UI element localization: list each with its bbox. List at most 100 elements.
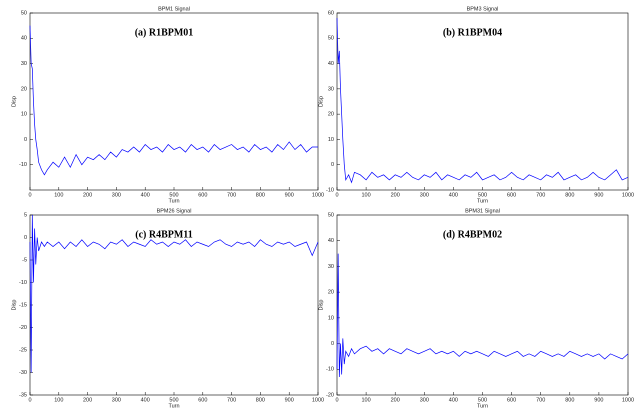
x-tick-label: 900: [594, 192, 603, 198]
x-tick-label: 700: [227, 397, 236, 403]
x-tick-label: 800: [565, 397, 574, 403]
axes-frame: [336, 214, 629, 396]
y-tick-label: -25: [19, 347, 27, 353]
y-axis-label: Disp: [11, 299, 17, 310]
x-tick-label: 1000: [622, 397, 634, 403]
signal-line: [336, 253, 629, 378]
x-tick-label: 400: [141, 192, 150, 198]
y-tick-label: 0: [331, 341, 334, 347]
y-tick-label: 5: [24, 212, 27, 218]
x-tick-label: 700: [536, 397, 545, 403]
x-tick-label: 600: [507, 397, 516, 403]
y-tick-label: 10: [328, 137, 334, 143]
x-tick-label: 300: [112, 397, 121, 403]
y-tick-label: 10: [21, 112, 27, 118]
y-tick-label: 20: [21, 86, 27, 92]
y-tick-label: -30: [19, 370, 27, 376]
y-tick-label: 20: [328, 112, 334, 118]
panel-annotation: (b) R1BPM04: [443, 27, 502, 38]
y-tick-label: -10: [19, 162, 27, 168]
x-tick-label: 200: [391, 397, 400, 403]
panel-annotation: (d) R4BPM02: [443, 229, 502, 240]
y-tick-label: 40: [328, 238, 334, 244]
x-tick-label: 600: [198, 397, 207, 403]
x-tick-label: 100: [362, 192, 371, 198]
panel-annotation: (a) R1BPM01: [135, 27, 194, 38]
axes-frame: [29, 214, 319, 396]
x-tick-label: 900: [285, 397, 294, 403]
panel-title: BPM31 Signal: [465, 208, 500, 214]
x-tick-label: 100: [54, 192, 63, 198]
x-tick-label: 800: [256, 397, 265, 403]
y-tick-label: -20: [326, 392, 334, 398]
y-tick-label: 10: [328, 315, 334, 321]
x-tick-label: 600: [507, 192, 516, 198]
x-tick-label: 800: [256, 192, 265, 198]
y-tick-label: 0: [24, 137, 27, 143]
x-tick-label: 500: [478, 192, 487, 198]
x-tick-label: 1000: [622, 192, 634, 198]
x-tick-label: 100: [54, 397, 63, 403]
signal-line: [29, 25, 318, 176]
x-tick-label: 1000: [312, 192, 324, 198]
y-axis-label: Disp: [318, 299, 324, 310]
x-tick-label: 500: [478, 397, 487, 403]
y-axis-label: Disp: [11, 96, 17, 107]
x-tick-label: 500: [169, 192, 178, 198]
x-tick-label: 900: [285, 192, 294, 198]
y-tick-label: 40: [21, 36, 27, 42]
axes-frame: [336, 12, 629, 191]
y-tick-label: -10: [326, 187, 334, 193]
panel-title: BPM3 Signal: [467, 6, 499, 12]
y-tick-label: 50: [328, 36, 334, 42]
y-tick-label: 0: [331, 162, 334, 168]
x-axis-label: Turn: [168, 198, 179, 204]
x-tick-label: 300: [420, 397, 429, 403]
y-tick-label: 0: [24, 235, 27, 241]
y-tick-label: -10: [19, 280, 27, 286]
y-tick-label: 50: [21, 10, 27, 16]
x-tick-label: 700: [227, 192, 236, 198]
x-tick-label: 800: [565, 192, 574, 198]
y-tick-label: -35: [19, 392, 27, 398]
x-tick-label: 400: [449, 192, 458, 198]
x-tick-label: 100: [362, 397, 371, 403]
x-tick-label: 1000: [312, 397, 324, 403]
x-tick-label: 0: [28, 397, 31, 403]
x-tick-label: 0: [335, 192, 338, 198]
signal-line: [336, 18, 629, 184]
y-tick-label: 50: [328, 212, 334, 218]
x-tick-label: 700: [536, 192, 545, 198]
y-tick-label: 40: [328, 61, 334, 67]
y-tick-label: -5: [22, 257, 27, 263]
axes-frame: [29, 12, 319, 191]
signal-line: [29, 214, 319, 373]
x-axis-label: Turn: [477, 403, 488, 408]
x-tick-label: 0: [335, 397, 338, 403]
x-tick-label: 400: [449, 397, 458, 403]
x-axis-label: Turn: [168, 403, 179, 408]
x-axis-label: Turn: [477, 198, 488, 204]
x-tick-label: 900: [594, 397, 603, 403]
y-axis-label: Disp: [318, 96, 324, 107]
y-tick-label: -15: [19, 302, 27, 308]
y-tick-label: -20: [19, 325, 27, 331]
y-tick-label: 30: [328, 86, 334, 92]
x-tick-label: 200: [83, 397, 92, 403]
y-tick-label: 60: [328, 10, 334, 16]
x-tick-label: 500: [169, 397, 178, 403]
panel-annotation: (c) R4BPM11: [135, 229, 193, 240]
y-tick-label: -10: [326, 367, 334, 373]
x-tick-label: 200: [83, 192, 92, 198]
x-tick-label: 400: [141, 397, 150, 403]
y-tick-label: 30: [21, 61, 27, 67]
y-tick-label: 30: [328, 264, 334, 270]
x-tick-label: 0: [28, 192, 31, 198]
x-tick-label: 300: [420, 192, 429, 198]
x-tick-label: 600: [198, 192, 207, 198]
x-tick-label: 200: [391, 192, 400, 198]
panel-title: BPM26 Signal: [157, 208, 192, 214]
y-tick-label: 20: [328, 290, 334, 296]
x-tick-label: 300: [112, 192, 121, 198]
